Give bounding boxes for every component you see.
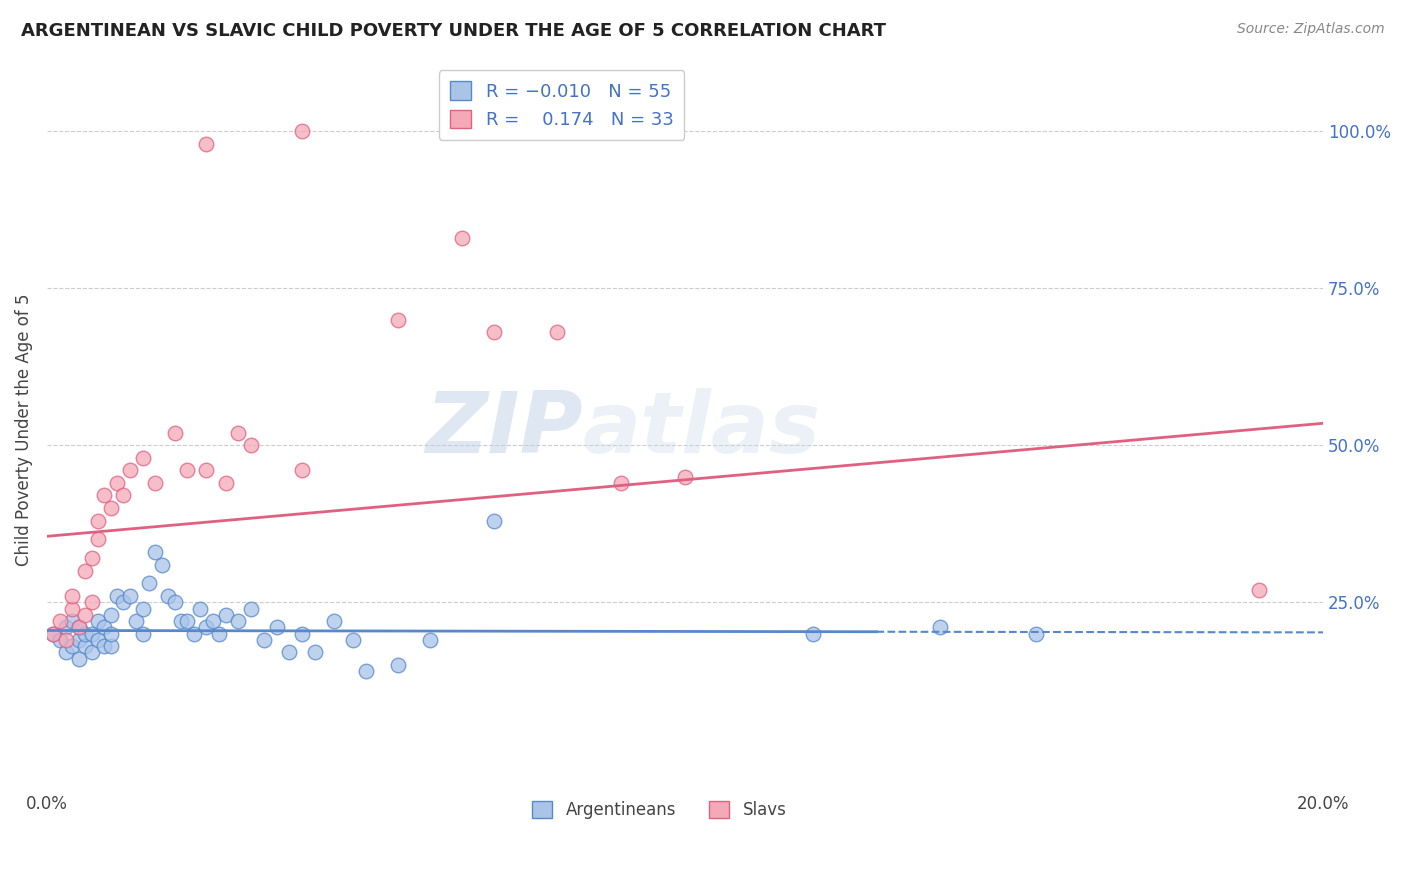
Point [100, 626, 122, 640]
Point [291, 463, 314, 477]
Y-axis label: Child Poverty Under the Age of 5: Child Poverty Under the Age of 5 [15, 293, 32, 566]
Point [929, 620, 952, 634]
Point [546, 325, 568, 339]
Point [55, 632, 77, 647]
Point [163, 595, 186, 609]
Point [100, 639, 122, 653]
Point [291, 626, 314, 640]
Point [67, 620, 90, 634]
Point [67, 632, 90, 647]
Point [419, 632, 441, 647]
Point [62, 614, 84, 628]
Point [183, 626, 205, 640]
Text: atlas: atlas [583, 388, 821, 471]
Point [93, 620, 115, 634]
Point [62, 639, 84, 653]
Point [138, 576, 160, 591]
Point [228, 614, 250, 628]
Point [150, 558, 173, 572]
Point [170, 614, 193, 628]
Point [228, 425, 250, 440]
Point [1025, 626, 1047, 640]
Point [55, 645, 77, 659]
Point [214, 475, 236, 490]
Point [131, 601, 153, 615]
Point [80, 595, 103, 609]
Point [240, 601, 263, 615]
Point [240, 438, 263, 452]
Point [75, 607, 97, 622]
Point [163, 425, 186, 440]
Point [118, 463, 141, 477]
Point [131, 450, 153, 465]
Point [266, 620, 288, 634]
Point [176, 463, 198, 477]
Point [131, 626, 153, 640]
Point [48, 614, 70, 628]
Point [195, 136, 218, 151]
Text: ARGENTINEAN VS SLAVIC CHILD POVERTY UNDER THE AGE OF 5 CORRELATION CHART: ARGENTINEAN VS SLAVIC CHILD POVERTY UNDE… [21, 22, 886, 40]
Point [87, 614, 110, 628]
Point [112, 595, 135, 609]
Point [342, 632, 364, 647]
Point [87, 632, 110, 647]
Point [75, 626, 97, 640]
Point [387, 658, 409, 673]
Point [100, 501, 122, 516]
Point [157, 589, 180, 603]
Text: Source: ZipAtlas.com: Source: ZipAtlas.com [1237, 22, 1385, 37]
Point [323, 614, 346, 628]
Point [87, 533, 110, 547]
Point [112, 488, 135, 502]
Point [278, 645, 301, 659]
Point [80, 626, 103, 640]
Point [75, 639, 97, 653]
Point [55, 620, 77, 634]
Point [188, 601, 211, 615]
Point [291, 124, 314, 138]
Point [145, 545, 167, 559]
Legend: Argentineans, Slavs: Argentineans, Slavs [526, 794, 793, 826]
Point [75, 564, 97, 578]
Point [1249, 582, 1271, 597]
Point [62, 589, 84, 603]
Point [42, 626, 65, 640]
Point [93, 488, 115, 502]
Point [354, 665, 377, 679]
Point [450, 231, 472, 245]
Point [610, 475, 633, 490]
Point [125, 614, 148, 628]
Point [214, 607, 236, 622]
Point [118, 589, 141, 603]
Point [67, 652, 90, 666]
Text: ZIP: ZIP [425, 388, 583, 471]
Point [201, 614, 224, 628]
Point [673, 469, 696, 483]
Point [482, 325, 505, 339]
Point [48, 632, 70, 647]
Point [195, 620, 218, 634]
Point [105, 589, 128, 603]
Point [80, 645, 103, 659]
Point [105, 475, 128, 490]
Point [208, 626, 231, 640]
Point [387, 312, 409, 326]
Point [80, 551, 103, 566]
Point [62, 601, 84, 615]
Point [304, 645, 326, 659]
Point [482, 514, 505, 528]
Point [67, 620, 90, 634]
Point [87, 514, 110, 528]
Point [42, 626, 65, 640]
Point [195, 463, 218, 477]
Point [253, 632, 276, 647]
Point [145, 475, 167, 490]
Point [176, 614, 198, 628]
Point [100, 607, 122, 622]
Point [801, 626, 824, 640]
Point [93, 639, 115, 653]
